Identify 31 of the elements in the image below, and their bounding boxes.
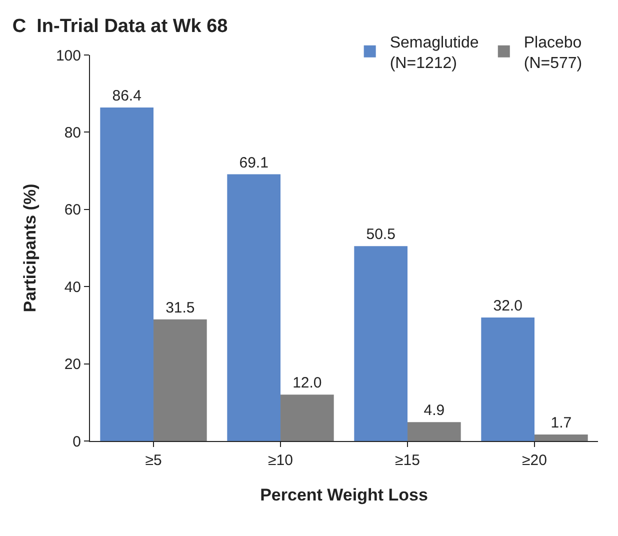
text: 50.5 (366, 226, 396, 244)
bar (227, 174, 280, 441)
y-tick-label: 0 (72, 433, 81, 450)
text: 4.9 (424, 402, 445, 420)
y-tick-label: 80 (64, 124, 81, 142)
x-tick-label: ≥20 (522, 452, 547, 469)
text: 32.0 (493, 297, 522, 314)
bar (534, 434, 588, 441)
bar (154, 319, 207, 441)
legend-label: Placebo (N=577) (524, 34, 582, 72)
y-tick-label: 20 (64, 356, 81, 374)
x-tick-label: ≥10 (268, 452, 293, 469)
text: 31.5 (166, 299, 195, 316)
x-axis-title: Percent Weight Loss (260, 485, 428, 504)
bar (354, 246, 408, 441)
text: 1.7 (550, 414, 572, 432)
bar (280, 394, 334, 441)
legend-label: Semaglutide (N=1212) (390, 34, 479, 72)
bar (408, 422, 461, 441)
x-tick-label: ≥15 (395, 452, 420, 469)
text: 69.1 (239, 154, 268, 172)
bar (481, 317, 534, 441)
y-tick-label: 40 (64, 278, 81, 296)
text: 86.4 (112, 88, 142, 104)
y-tick-label: 60 (64, 202, 81, 219)
x-tick-label: ≥5 (145, 452, 162, 469)
chart-title: C In-Trial Data at Wk 68 (12, 16, 228, 38)
text: 12.0 (292, 374, 322, 392)
y-axis-title: Participants (%) (20, 184, 40, 312)
bar (100, 108, 154, 441)
y-tick-label: 100 (56, 47, 81, 64)
